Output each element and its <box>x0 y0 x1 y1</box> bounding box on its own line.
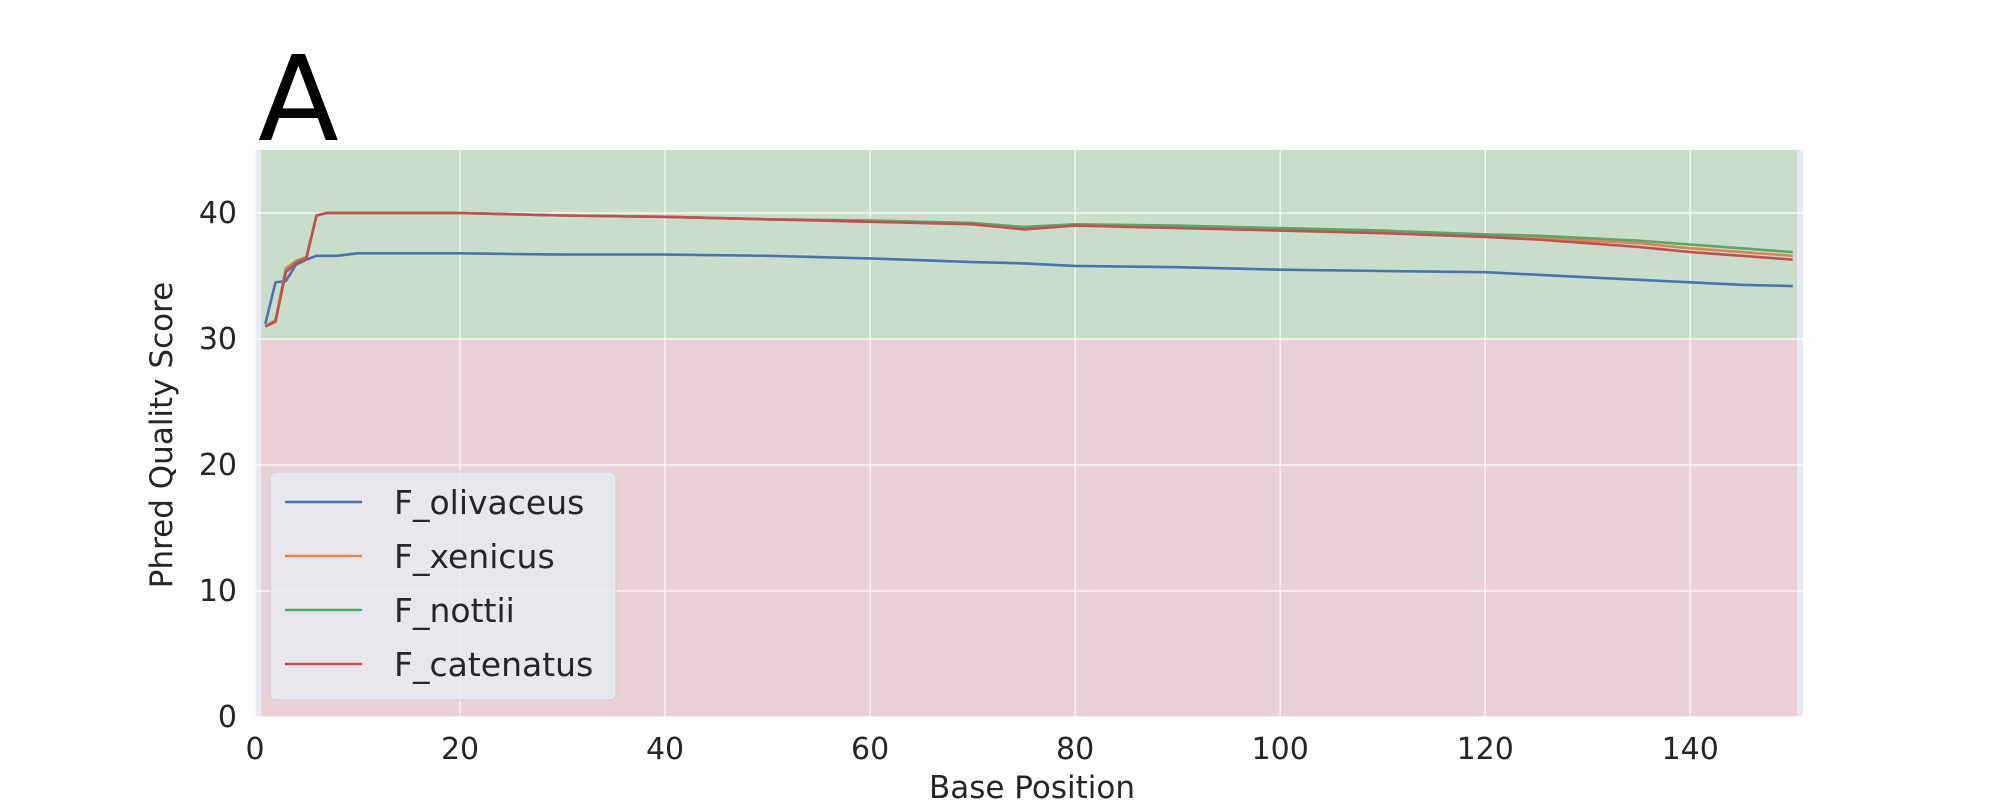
x-tick-label: 0 <box>245 732 264 767</box>
y-tick-labels: 0 10 20 30 40 <box>199 196 237 735</box>
x-tick-label: 140 <box>1662 732 1719 767</box>
y-tick-label: 0 <box>218 700 237 735</box>
x-tick-label: 80 <box>1056 732 1094 767</box>
y-tick-label: 10 <box>199 574 237 609</box>
y-axis-label: Phred Quality Score <box>144 282 180 588</box>
x-tick-label: 20 <box>441 732 479 767</box>
y-tick-label: 20 <box>199 448 237 483</box>
x-tick-label: 120 <box>1457 732 1514 767</box>
series-lines <box>264 211 1793 328</box>
y-tick-label: 30 <box>199 322 237 357</box>
x-tick-labels: 0 20 40 60 80 100 120 140 <box>245 732 1718 767</box>
legend-label: F_nottii <box>394 591 515 630</box>
legend-box <box>269 471 617 701</box>
x-tick-label: 60 <box>851 732 889 767</box>
good-quality-band <box>261 150 1797 339</box>
x-axis-label: Base Position <box>929 770 1135 806</box>
legend: F_olivaceus F_xenicus F_nottii F_catenatus <box>269 471 617 701</box>
x-tick-label: 40 <box>646 732 684 767</box>
y-tick-label: 40 <box>199 196 237 231</box>
series-line-F_olivaceus <box>264 252 1793 325</box>
x-tick-label: 100 <box>1252 732 1309 767</box>
series-line-F_catenatus <box>264 211 1793 328</box>
legend-label: F_olivaceus <box>394 483 584 522</box>
legend-label: F_catenatus <box>394 645 593 684</box>
panel-label: A <box>258 30 339 168</box>
legend-label: F_xenicus <box>394 537 555 576</box>
